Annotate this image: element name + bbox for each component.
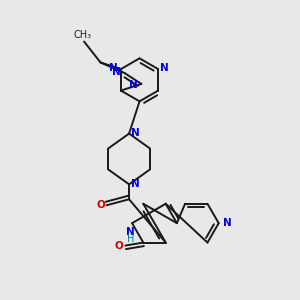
Text: CH₃: CH₃ <box>74 30 92 40</box>
Text: N: N <box>129 80 137 90</box>
Text: N: N <box>131 128 140 138</box>
Text: N: N <box>223 218 231 228</box>
Text: O: O <box>114 241 123 250</box>
Text: N: N <box>112 67 121 77</box>
Text: N: N <box>160 63 169 73</box>
Text: H: H <box>127 234 134 244</box>
Text: N: N <box>126 227 135 237</box>
Text: N: N <box>109 63 118 73</box>
Text: N: N <box>131 179 140 189</box>
Text: O: O <box>96 200 105 210</box>
